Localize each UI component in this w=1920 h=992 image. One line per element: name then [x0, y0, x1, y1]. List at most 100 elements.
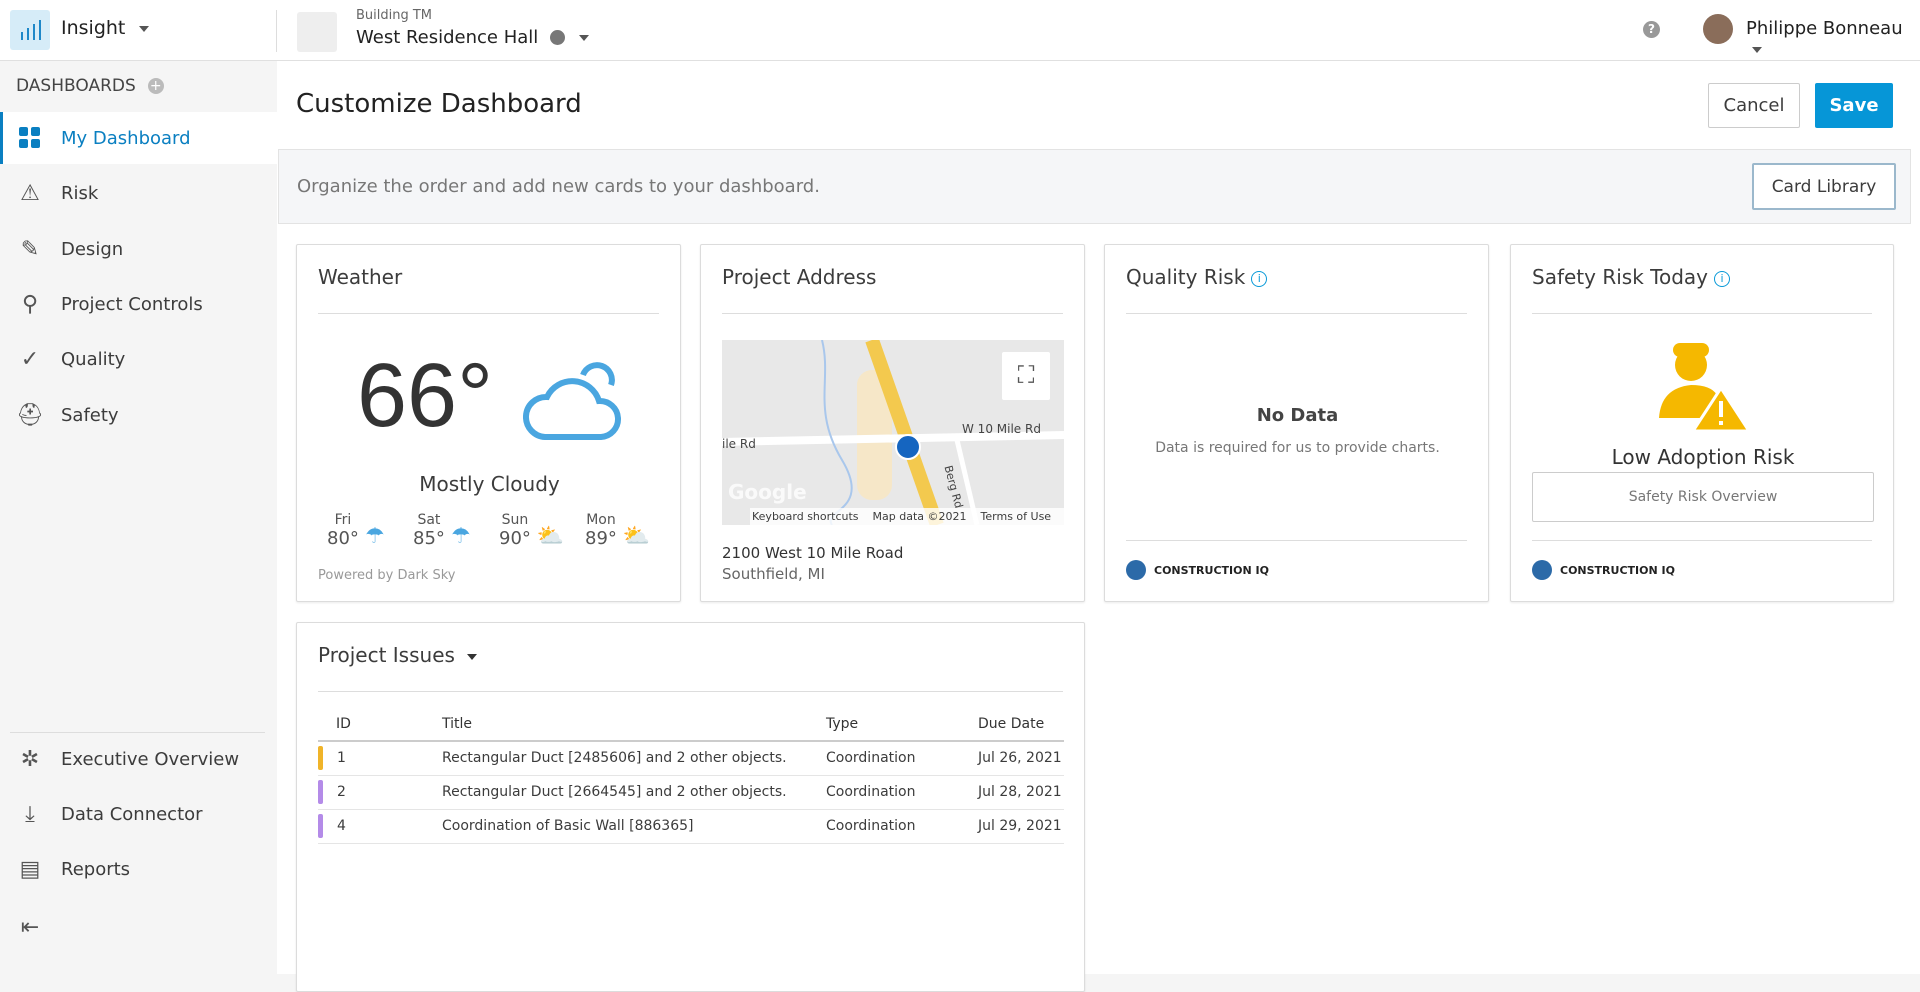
issues-selector[interactable]: Project Issues [318, 643, 478, 667]
add-dashboard-icon[interactable]: + [147, 78, 164, 94]
column-header-title[interactable]: Title [424, 707, 808, 742]
divider [1126, 313, 1467, 314]
sidebar-item-quality[interactable]: ✓ Quality [0, 333, 277, 385]
chevron-down-icon [578, 35, 589, 41]
table-row[interactable]: 4 Coordination of Basic Wall [886365] Coor… [318, 809, 1064, 844]
brand-label: CONSTRUCTION IQ [1154, 563, 1269, 577]
safety-risk-overview-button[interactable]: Safety Risk Overview [1532, 472, 1874, 522]
partly-sunny-icon: ⛅ [536, 524, 565, 549]
sidebar-item-data-connector[interactable]: ⤓ Data Connector [0, 788, 277, 840]
forecast-day-name: Sun [501, 512, 529, 528]
brand-label: CONSTRUCTION IQ [1560, 563, 1675, 577]
insight-logo-icon[interactable] [10, 10, 50, 50]
project-address-card[interactable]: Project Address W 10 Mile Rd ile Rd Berg… [700, 244, 1085, 602]
powered-by: Powered by Dark Sky [318, 568, 456, 583]
app-name: Insight [61, 17, 126, 39]
issue-due-date: Jul 26, 2021 [960, 741, 1064, 776]
user-menu[interactable]: Philippe Bonneau [1746, 18, 1920, 60]
divider [318, 313, 659, 314]
chevron-down-icon [467, 653, 478, 660]
issue-type: Coordination [808, 741, 960, 776]
collapse-sidebar-button[interactable]: ⇤ [0, 901, 277, 953]
sidebar-item-risk[interactable]: ⚠ Risk [0, 167, 277, 219]
page-title: Customize Dashboard [296, 89, 582, 119]
issue-due-date: Jul 29, 2021 [960, 809, 1064, 844]
safety-risk-card[interactable]: Safety Risk Today i Low Adoption Risk Saf… [1510, 244, 1894, 602]
construction-iq-brand: CONSTRUCTION IQ [1126, 560, 1269, 580]
road-label: W 10 Mile Rd [962, 422, 1041, 436]
app-switcher[interactable]: Insight [61, 17, 150, 39]
fullscreen-icon[interactable]: ⛶ [1002, 352, 1050, 400]
status-color-bar [318, 746, 323, 771]
globe-icon [550, 30, 566, 45]
save-button[interactable]: Save [1815, 83, 1893, 128]
chevron-down-icon [1752, 47, 1762, 53]
project-issues-card[interactable]: Project Issues ID Title Type Due Date 1 R… [296, 622, 1085, 992]
issue-title[interactable]: Rectangular Duct [2664545] and 2 other o… [424, 775, 808, 810]
column-header-due-date[interactable]: Due Date [960, 707, 1064, 742]
issue-id: 2 [318, 775, 424, 810]
rain-icon: ☂ [450, 524, 471, 549]
dashboards-header: DASHBOARDS + [16, 76, 164, 96]
divider [318, 691, 1063, 692]
divider [722, 313, 1063, 314]
terms-link[interactable]: Terms of Use [980, 510, 1052, 523]
construction-iq-logo-icon [1532, 560, 1552, 580]
sidebar-item-design[interactable]: ✎ Design [0, 223, 277, 275]
sidebar-item-reports[interactable]: ▤ Reports [0, 843, 277, 895]
table-row[interactable]: 1 Rectangular Duct [2485606] and 2 other … [318, 741, 1064, 776]
cancel-button[interactable]: Cancel [1708, 83, 1800, 128]
sidebar-item-label: Risk [61, 182, 99, 204]
quality-risk-card[interactable]: Quality Risk i No Data Data is required f… [1104, 244, 1489, 602]
sidebar-item-my-dashboard[interactable]: My Dashboard [0, 112, 277, 164]
weather-card[interactable]: Weather 66° Mostly Cloudy Fri 80° ☂ Sat 85°… [296, 244, 681, 602]
forecast-list: Fri 80° ☂ Sat 85° ☂ Sun 90° ⛅ Mon 89° ⛅ [327, 512, 650, 549]
address-line2: Southfield, MI [722, 565, 825, 583]
card-title: Weather [318, 265, 403, 289]
warning-icon: ⚠ [20, 180, 40, 206]
status-color-bar [318, 814, 323, 838]
column-header-id[interactable]: ID [318, 707, 424, 742]
map[interactable]: W 10 Mile Rd ile Rd Berg Rd Google ⛶ Key… [722, 340, 1064, 525]
no-data-message: Data is required for us to provide chart… [1155, 440, 1440, 456]
card-library-button[interactable]: Card Library [1752, 163, 1896, 210]
issue-title[interactable]: Rectangular Duct [2485606] and 2 other o… [424, 741, 808, 776]
divider [276, 10, 277, 52]
divider [10, 732, 265, 733]
card-title: Safety Risk Today i [1532, 265, 1730, 289]
map-attribution: Keyboard shortcuts Map data ©2021 Terms of… [750, 508, 1064, 525]
download-icon: ⤓ [25, 801, 35, 827]
worker-warning-icon [1651, 333, 1752, 437]
pencil-icon: ✎ [20, 236, 40, 262]
forecast-temp: 89° [585, 528, 617, 549]
grid-icon [16, 124, 44, 152]
help-icon[interactable]: ? [1643, 21, 1660, 38]
check-icon: ✓ [20, 346, 40, 372]
sidebar-item-executive-overview[interactable]: ✲ Executive Overview [0, 733, 277, 785]
project-group: Building TM [356, 8, 433, 23]
info-icon[interactable]: i [1251, 271, 1268, 287]
construction-iq-brand: CONSTRUCTION IQ [1532, 560, 1675, 580]
card-title-text: Quality Risk [1126, 265, 1246, 289]
avatar[interactable] [1703, 14, 1733, 44]
sidebar-item-safety[interactable]: ⛑ Safety [0, 389, 277, 441]
forecast-temp: 80° [327, 528, 359, 549]
table-row[interactable]: 2 Rectangular Duct [2664545] and 2 other … [318, 775, 1064, 810]
issues-table: ID Title Type Due Date 1 Rectangular Duct… [318, 707, 1064, 844]
address-line1: 2100 West 10 Mile Road [722, 544, 904, 562]
section-label: DASHBOARDS [16, 76, 136, 96]
keyboard-shortcuts-link[interactable]: Keyboard shortcuts [752, 510, 859, 523]
sidebar-item-project-controls[interactable]: ⚲ Project Controls [0, 278, 277, 330]
sidebar-item-label: Project Controls [61, 293, 203, 315]
sidebar-item-label: Design [61, 238, 124, 260]
forecast-day-name: Fri [334, 512, 352, 528]
cloudy-icon [522, 357, 623, 451]
divider [1532, 313, 1872, 314]
project-selector[interactable]: West Residence Hall [356, 27, 589, 48]
issue-title[interactable]: Coordination of Basic Wall [886365] [424, 809, 808, 844]
project-name: West Residence Hall [356, 27, 539, 48]
info-icon[interactable]: i [1714, 271, 1730, 287]
forecast-day-name: Mon [586, 512, 616, 528]
forecast-temp: 90° [499, 528, 531, 549]
column-header-type[interactable]: Type [808, 707, 960, 742]
